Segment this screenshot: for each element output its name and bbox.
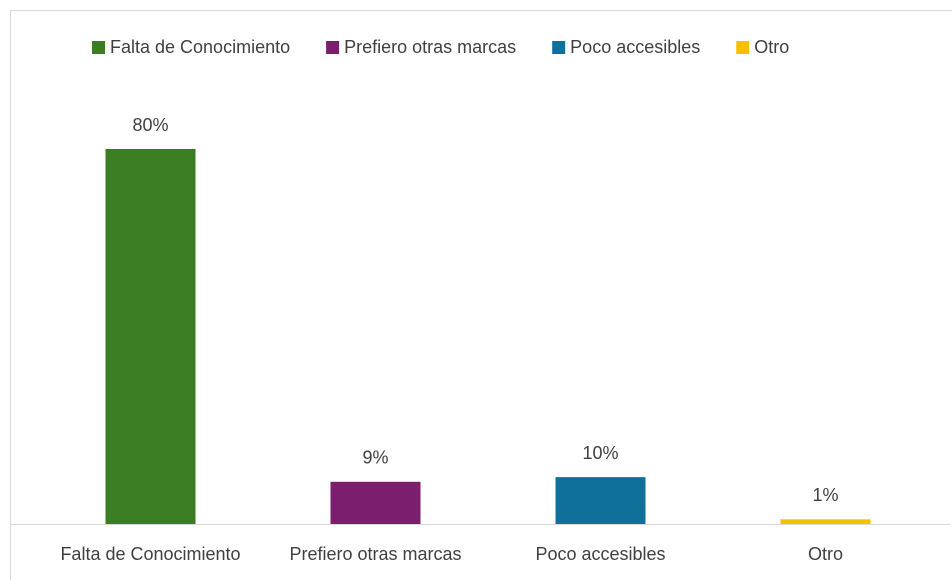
legend-swatch [736,41,750,54]
bar [780,519,871,524]
legend-label: Prefiero otras marcas [344,37,516,57]
bar [105,149,196,524]
bar [330,481,421,524]
legend-swatch [326,41,340,54]
bar [555,477,646,524]
x-tick-label: Falta de Conocimiento [60,544,240,564]
legend-label: Falta de Conocimiento [110,37,290,57]
x-tick-label: Poco accesibles [535,544,665,564]
data-label: 10% [582,443,618,463]
legend-swatch [92,41,105,54]
legend-label: Otro [754,37,789,57]
x-tick-label: Prefiero otras marcas [289,544,461,564]
data-label: 1% [812,485,838,505]
legend-label: Poco accesibles [570,37,700,57]
data-label: 9% [362,448,388,468]
data-label: 80% [132,115,168,135]
legend-swatch [552,41,566,54]
x-tick-label: Otro [808,544,843,564]
